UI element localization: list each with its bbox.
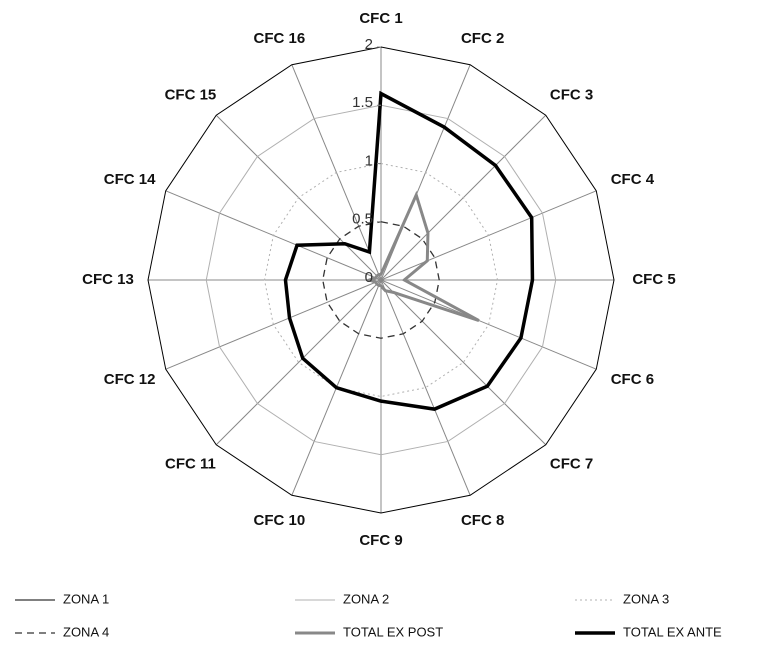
series-line (147, 46, 615, 514)
category-label: CFC 13 (82, 271, 134, 288)
spoke (215, 279, 382, 446)
category-label: CFC 2 (461, 30, 504, 47)
category-label: CFC 16 (254, 30, 306, 47)
legend-label: ZONA 4 (63, 624, 109, 639)
category-label: CFC 8 (461, 512, 504, 529)
spoke (380, 279, 547, 446)
series-line (322, 221, 440, 339)
category-label: CFC 3 (550, 86, 593, 103)
category-label: CFC 12 (104, 371, 156, 388)
legend-label: TOTAL EX ANTE (623, 624, 722, 639)
r-tick-label: 1.5 (352, 94, 373, 111)
series-line (263, 162, 499, 398)
series-line (283, 90, 535, 411)
spoke (380, 279, 597, 370)
legend-label: TOTAL EX POST (343, 624, 443, 639)
legend-label: ZONA 1 (63, 591, 109, 606)
category-label: CFC 7 (550, 456, 593, 473)
category-label: CFC 10 (254, 512, 306, 529)
category-label: CFC 15 (165, 86, 217, 103)
category-label: CFC 14 (104, 171, 156, 188)
r-tick-label: 1 (365, 152, 373, 169)
category-label: CFC 1 (359, 10, 402, 27)
category-label: CFC 6 (611, 371, 654, 388)
legend-label: ZONA 2 (343, 591, 389, 606)
category-label: CFC 4 (611, 171, 655, 188)
r-tick-label: 0.5 (352, 211, 373, 228)
spoke (380, 279, 471, 496)
series-line (205, 104, 557, 456)
r-tick-label: 0 (365, 269, 373, 286)
series-line (364, 190, 480, 322)
category-label: CFC 5 (632, 271, 675, 288)
legend-label: ZONA 3 (623, 591, 669, 606)
category-label: CFC 9 (359, 532, 402, 549)
r-tick-label: 2 (365, 36, 373, 53)
category-label: CFC 11 (165, 456, 216, 473)
